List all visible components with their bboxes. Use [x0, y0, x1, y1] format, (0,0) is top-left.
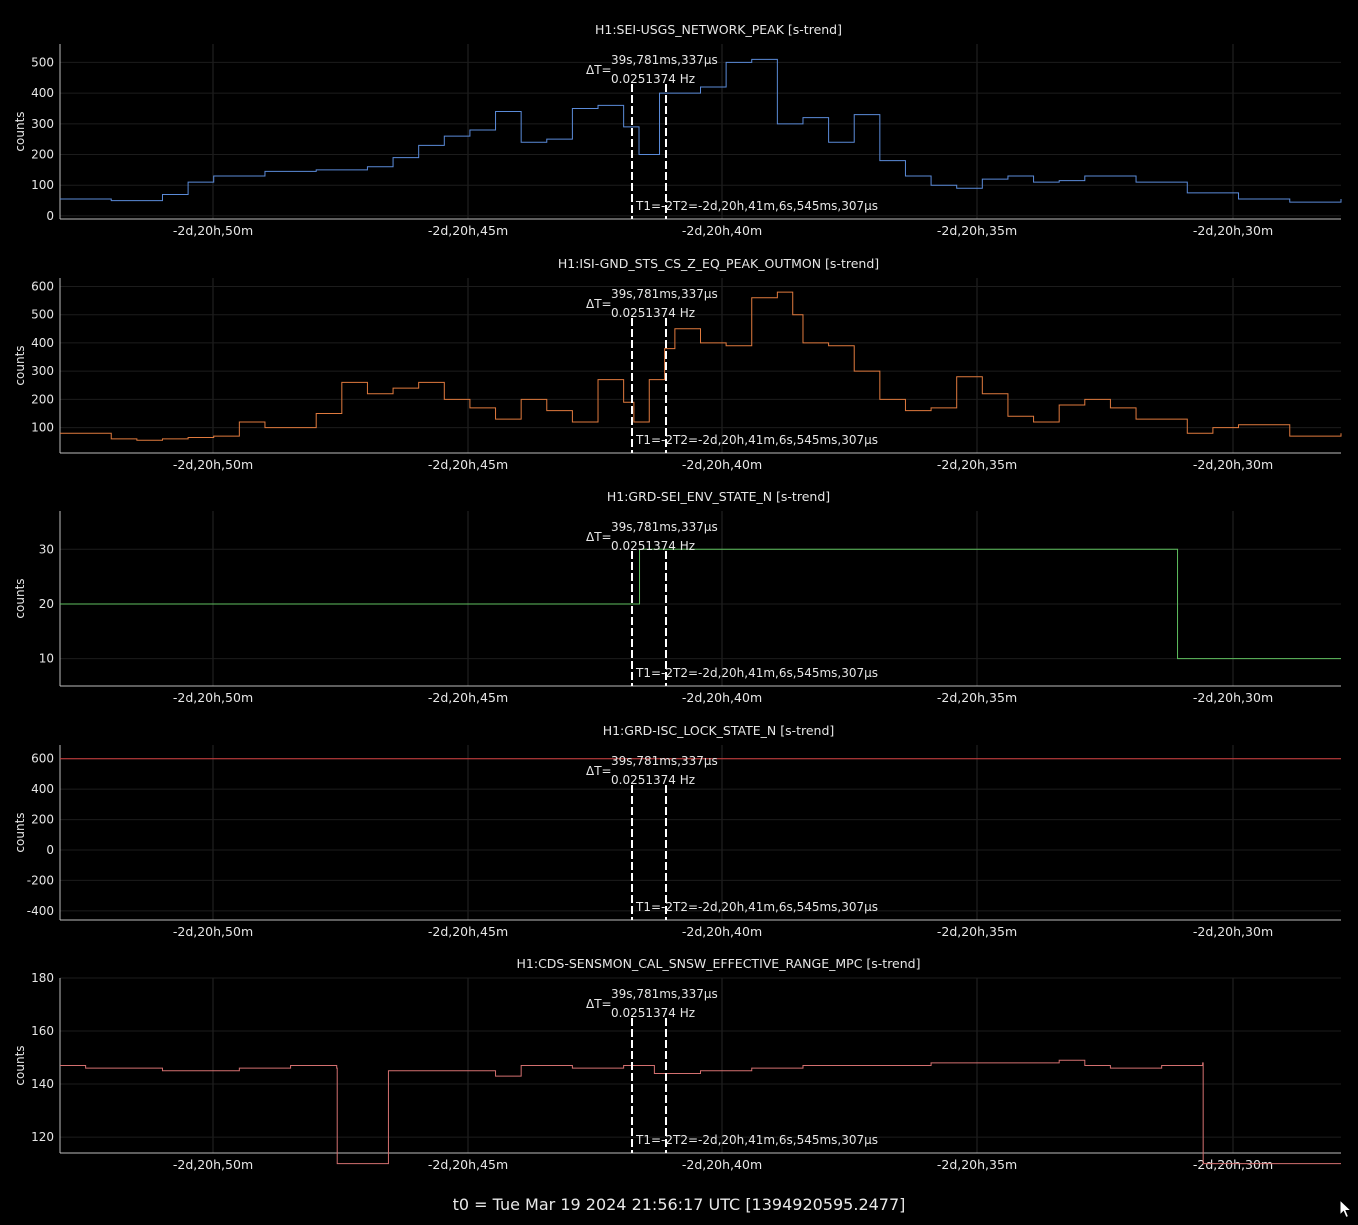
delta-t-prefix: ΔT=: [586, 63, 612, 77]
frequency-value: 0.0251374 Hz: [611, 306, 695, 320]
x-tick-label: -2d,20h,35m: [937, 457, 1017, 472]
series-line: [60, 1059, 1341, 1165]
y-tick-label: 30: [39, 542, 54, 556]
y-tick-label: 20: [39, 597, 54, 611]
cursor-time-label: T1=-2T2=-2d,20h,41m,6s,545ms,307µs: [635, 1133, 878, 1147]
chart-panel-4: H1:GRD-ISC_LOCK_STATE_N [s-trend] -400 -20…: [13, 723, 1341, 939]
delta-t-prefix: ΔT=: [586, 297, 612, 311]
frequency-value: 0.0251374 Hz: [611, 773, 695, 787]
x-tick-label: -2d,20h,30m: [1193, 457, 1273, 472]
x-tick-label: -2d,20h,40m: [682, 457, 762, 472]
y-axis-label: counts: [13, 812, 27, 852]
cursor-time-label: T1=-2T2=-2d,20h,41m,6s,545ms,307µs: [635, 199, 878, 213]
frequency-value: 0.0251374 Hz: [611, 1006, 695, 1020]
delta-t-prefix: ΔT=: [586, 764, 612, 778]
x-tick-label: -2d,20h,30m: [1193, 223, 1273, 238]
y-tick-label: 180: [31, 971, 54, 985]
y-tick-label: 100: [31, 421, 54, 435]
y-tick-label: 600: [31, 752, 54, 766]
x-tick-label: -2d,20h,45m: [428, 924, 508, 939]
t0-footer: t0 = Tue Mar 19 2024 21:56:17 UTC [13949…: [452, 1195, 906, 1214]
y-tick-label: -400: [27, 904, 54, 918]
y-tick-label: 400: [31, 86, 54, 100]
y-tick-label: 400: [31, 782, 54, 796]
chart-title: H1:GRD-SEI_ENV_STATE_N [s-trend]: [607, 489, 830, 504]
y-tick-label: 400: [31, 336, 54, 350]
x-tick-label: -2d,20h,50m: [173, 1157, 253, 1172]
x-tick-label: -2d,20h,30m: [1193, 1157, 1273, 1172]
chart-title: H1:CDS-SENSMON_CAL_SNSW_EFFECTIVE_RANGE_…: [517, 956, 921, 971]
x-tick-label: -2d,20h,50m: [173, 690, 253, 705]
y-tick-label: 10: [39, 652, 54, 666]
x-tick-label: -2d,20h,50m: [173, 457, 253, 472]
y-tick-label: 0: [46, 843, 54, 857]
y-tick-label: 160: [31, 1024, 54, 1038]
x-tick-label: -2d,20h,45m: [428, 1157, 508, 1172]
y-tick-label: -200: [27, 873, 54, 887]
chart-panel-2: H1:ISI-GND_STS_CS_Z_EQ_PEAK_OUTMON [s-tr…: [13, 256, 1342, 472]
series-line: [60, 58, 1342, 203]
delta-t-prefix: ΔT=: [586, 997, 612, 1011]
x-tick-label: -2d,20h,45m: [428, 457, 508, 472]
y-tick-label: 120: [31, 1130, 54, 1144]
y-tick-label: 500: [31, 55, 54, 69]
y-axis-label: counts: [13, 1045, 27, 1085]
x-tick-label: -2d,20h,35m: [937, 924, 1017, 939]
x-tick-label: -2d,20h,40m: [682, 223, 762, 238]
delta-t-value: 39s,781ms,337µs: [611, 987, 718, 1001]
delta-t-prefix: ΔT=: [586, 530, 612, 544]
chart-panel-1: H1:SEI-USGS_NETWORK_PEAK [s-trend] 0 100 20…: [13, 22, 1342, 238]
delta-t-value: 39s,781ms,337µs: [611, 754, 718, 768]
cursor-time-label: T1=-2T2=-2d,20h,41m,6s,545ms,307µs: [635, 900, 878, 914]
x-tick-label: -2d,20h,45m: [428, 223, 508, 238]
x-tick-label: -2d,20h,30m: [1193, 924, 1273, 939]
cursor-time-label: T1=-2T2=-2d,20h,41m,6s,545ms,307µs: [635, 666, 878, 680]
y-tick-label: 100: [31, 178, 54, 192]
x-tick-label: -2d,20h,40m: [682, 690, 762, 705]
x-tick-label: -2d,20h,30m: [1193, 690, 1273, 705]
x-tick-label: -2d,20h,45m: [428, 690, 508, 705]
chart-title: H1:GRD-ISC_LOCK_STATE_N [s-trend]: [603, 723, 835, 738]
y-tick-label: 200: [31, 813, 54, 827]
y-tick-label: 0: [46, 209, 54, 223]
y-tick-label: 300: [31, 117, 54, 131]
y-tick-label: 200: [31, 392, 54, 406]
chart-panel-5: H1:CDS-SENSMON_CAL_SNSW_EFFECTIVE_RANGE_…: [13, 956, 1341, 1172]
chart-panel-3: H1:GRD-SEI_ENV_STATE_N [s-trend] 10 20 30 co…: [13, 489, 1341, 705]
delta-t-value: 39s,781ms,337µs: [611, 287, 718, 301]
series-line: [60, 548, 1341, 660]
cursor-time-label: T1=-2T2=-2d,20h,41m,6s,545ms,307µs: [635, 433, 878, 447]
frequency-value: 0.0251374 Hz: [611, 72, 695, 86]
y-tick-label: 300: [31, 364, 54, 378]
x-tick-label: -2d,20h,35m: [937, 1157, 1017, 1172]
x-tick-label: -2d,20h,40m: [682, 924, 762, 939]
x-tick-label: -2d,20h,40m: [682, 1157, 762, 1172]
x-tick-label: -2d,20h,50m: [173, 223, 253, 238]
y-tick-label: 200: [31, 148, 54, 162]
chart-title: H1:ISI-GND_STS_CS_Z_EQ_PEAK_OUTMON [s-tr…: [558, 256, 879, 271]
x-tick-label: -2d,20h,35m: [937, 223, 1017, 238]
chart-title: H1:SEI-USGS_NETWORK_PEAK [s-trend]: [595, 22, 842, 37]
x-tick-label: -2d,20h,50m: [173, 924, 253, 939]
y-axis-label: counts: [13, 578, 27, 618]
y-tick-label: 140: [31, 1077, 54, 1091]
delta-t-value: 39s,781ms,337µs: [611, 53, 718, 67]
frequency-value: 0.0251374 Hz: [611, 539, 695, 553]
y-axis-label: counts: [13, 345, 27, 385]
y-tick-label: 500: [31, 308, 54, 322]
series-line: [60, 291, 1342, 441]
mouse-pointer-icon: [1339, 1199, 1353, 1219]
delta-t-value: 39s,781ms,337µs: [611, 520, 718, 534]
x-tick-label: -2d,20h,35m: [937, 690, 1017, 705]
y-axis-label: counts: [13, 111, 27, 151]
y-tick-label: 600: [31, 279, 54, 293]
